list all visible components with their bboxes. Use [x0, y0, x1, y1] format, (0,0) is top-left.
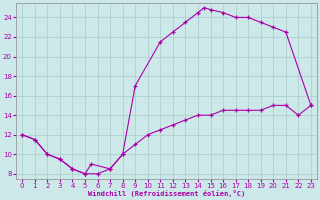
X-axis label: Windchill (Refroidissement éolien,°C): Windchill (Refroidissement éolien,°C): [88, 190, 245, 197]
